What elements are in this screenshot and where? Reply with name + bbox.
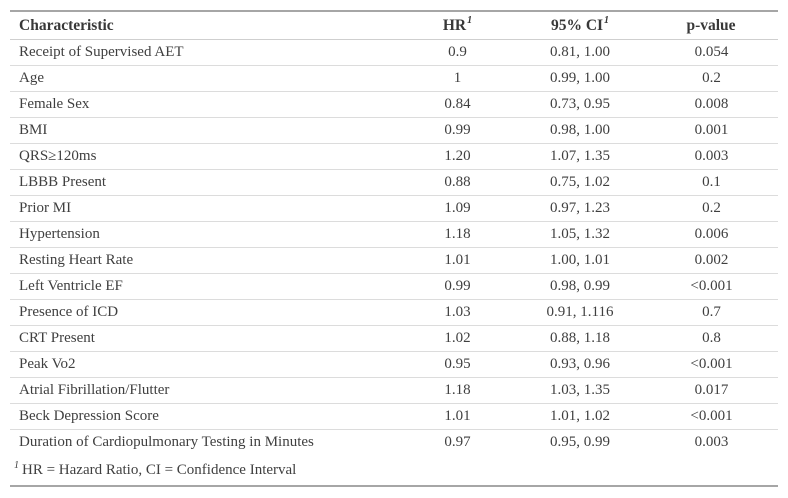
ci-cell: 0.75, 1.02 — [515, 169, 645, 196]
ci-cell: 0.73, 0.95 — [515, 91, 645, 118]
characteristic-cell: Female Sex — [10, 91, 400, 118]
characteristic-cell: Resting Heart Rate — [10, 247, 400, 274]
hr-cell: 0.84 — [400, 91, 515, 118]
p-value-cell: 0.2 — [645, 195, 778, 222]
ci-cell: 0.88, 1.18 — [515, 325, 645, 352]
p-value-cell: 0.003 — [694, 434, 729, 450]
col-header-label: HR — [442, 16, 467, 34]
col-header-characteristic: Characteristic — [10, 11, 400, 40]
ci-cell: 0.93, 0.96 — [515, 351, 645, 378]
p-value-cell: 0.008 — [645, 91, 778, 118]
p-value-cell: 0.001 — [645, 117, 778, 144]
hr-cell: 1.09 — [400, 195, 515, 222]
footnote-row: 1 HR = Hazard Ratio, CI = Confidence Inte… — [10, 455, 778, 486]
hazard-ratio-table: Characteristic HR1 95% CI1 p-value Recei… — [10, 10, 778, 487]
ci-cell: 0.81, 1.00 — [515, 39, 645, 66]
table-row: Hypertension 1.18 1.05, 1.32 0.006 — [10, 221, 778, 248]
table-row: BMI 0.99 0.98, 1.00 0.001 — [10, 117, 778, 144]
hr-cell: 0.9 — [400, 39, 515, 66]
table-row: CRT Present 1.02 0.88, 1.18 0.8 — [10, 325, 778, 352]
characteristic-cell: CRT Present — [10, 325, 400, 352]
table-row: Prior MI 1.09 0.97, 1.23 0.2 — [10, 195, 778, 222]
ci-cell: 0.98, 1.00 — [515, 117, 645, 144]
table-row: Atrial Fibrillation/Flutter 1.18 1.03, 1… — [10, 377, 778, 404]
characteristic-cell: Left Ventricle EF — [10, 273, 400, 300]
p-value-cell: 0.8 — [645, 325, 778, 352]
p-value-cell: <0.001 — [645, 351, 778, 378]
characteristic-cell: BMI — [10, 117, 400, 144]
hr-cell: 1.01 — [400, 247, 515, 274]
characteristic-cell: Age — [10, 65, 400, 92]
hr-cell: 0.99 — [400, 117, 515, 144]
characteristic-cell: Presence of ICD — [10, 299, 400, 326]
hr-cell: 0.97 — [444, 434, 471, 450]
table-row: Age 1 0.99, 1.00 0.2 — [10, 65, 778, 92]
p-value-cell: <0.001 — [645, 273, 778, 300]
characteristic-cell: Hypertension — [10, 221, 400, 248]
hr-cell: 1.02 — [400, 325, 515, 352]
table-footnote: 1 HR = Hazard Ratio, CI = Confidence Inte… — [10, 455, 778, 486]
col-header-label: p-value — [686, 16, 736, 34]
table-row: Presence of ICD 1.03 0.91, 1.116 0.7 — [10, 299, 778, 326]
ci-cell: 0.99, 1.00 — [515, 65, 645, 92]
footnote-text: HR = Hazard Ratio, CI = Confidence Inter… — [22, 461, 297, 478]
p-value-cell: <0.001 — [645, 403, 778, 430]
hr-cell: 1.18 — [400, 221, 515, 248]
characteristic-cell: Atrial Fibrillation/Flutter — [10, 377, 400, 404]
table-row: QRS≥120ms 1.20 1.07, 1.35 0.003 — [10, 143, 778, 170]
col-header-ci: 95% CI1 — [515, 11, 645, 40]
table-row: LBBB Present 0.88 0.75, 1.02 0.1 — [10, 169, 778, 196]
col-header-p-value: p-value — [645, 11, 778, 40]
hr-cell: 1.18 — [400, 377, 515, 404]
characteristic-cell: Beck Depression Score — [10, 403, 400, 430]
characteristic-cell: Peak Vo2 — [10, 351, 400, 378]
table-row: Duration of Cardiopulmonary Testing in M… — [10, 430, 778, 456]
hr-cell: 1.03 — [400, 299, 515, 326]
hr-cell: 0.99 — [400, 273, 515, 300]
characteristic-cell: Duration of Cardiopulmonary Testing in M… — [19, 434, 314, 450]
footnote-marker: 1 — [604, 15, 610, 27]
table-row: Receipt of Supervised AET 0.9 0.81, 1.00… — [10, 39, 778, 66]
characteristic-cell: Receipt of Supervised AET — [10, 39, 400, 66]
table-container: Characteristic HR1 95% CI1 p-value Recei… — [10, 10, 778, 487]
p-value-cell: 0.017 — [645, 377, 778, 404]
p-value-cell: 0.054 — [645, 39, 778, 66]
ci-cell: 0.98, 0.99 — [515, 273, 645, 300]
p-value-cell: 0.2 — [645, 65, 778, 92]
hr-cell: 1 — [400, 65, 515, 92]
p-value-cell: 0.1 — [645, 169, 778, 196]
table-row: Beck Depression Score 1.01 1.01, 1.02 <0… — [10, 403, 778, 430]
ci-cell: 1.07, 1.35 — [515, 143, 645, 170]
table-row: Left Ventricle EF 0.99 0.98, 0.99 <0.001 — [10, 273, 778, 300]
ci-cell: 0.97, 1.23 — [515, 195, 645, 222]
header-row: Characteristic HR1 95% CI1 p-value — [10, 11, 778, 40]
hr-cell: 1.20 — [400, 143, 515, 170]
ci-cell: 1.00, 1.01 — [515, 247, 645, 274]
table-row: Peak Vo2 0.95 0.93, 0.96 <0.001 — [10, 351, 778, 378]
hr-cell: 0.95 — [400, 351, 515, 378]
ci-cell: 1.05, 1.32 — [515, 221, 645, 248]
characteristic-cell: LBBB Present — [10, 169, 400, 196]
hr-cell: 0.88 — [400, 169, 515, 196]
footnote-marker: 1 — [467, 15, 473, 27]
ci-cell: 1.01, 1.02 — [515, 403, 645, 430]
col-header-label: 95% CI — [550, 16, 604, 34]
hr-cell: 1.01 — [400, 403, 515, 430]
col-header-label: Characteristic — [19, 16, 114, 34]
ci-cell: 0.91, 1.116 — [515, 299, 645, 326]
footnote-marker: 1 — [14, 459, 19, 471]
p-value-cell: 0.7 — [645, 299, 778, 326]
p-value-cell: 0.006 — [645, 221, 778, 248]
p-value-cell: 0.003 — [645, 143, 778, 170]
table-row: Resting Heart Rate 1.01 1.00, 1.01 0.002 — [10, 247, 778, 274]
characteristic-cell: QRS≥120ms — [10, 143, 400, 170]
table-row: Female Sex 0.84 0.73, 0.95 0.008 — [10, 91, 778, 118]
col-header-hr: HR1 — [400, 11, 515, 40]
characteristic-cell: Prior MI — [10, 195, 400, 222]
ci-cell: 0.95, 0.99 — [550, 434, 610, 450]
p-value-cell: 0.002 — [645, 247, 778, 274]
ci-cell: 1.03, 1.35 — [515, 377, 645, 404]
